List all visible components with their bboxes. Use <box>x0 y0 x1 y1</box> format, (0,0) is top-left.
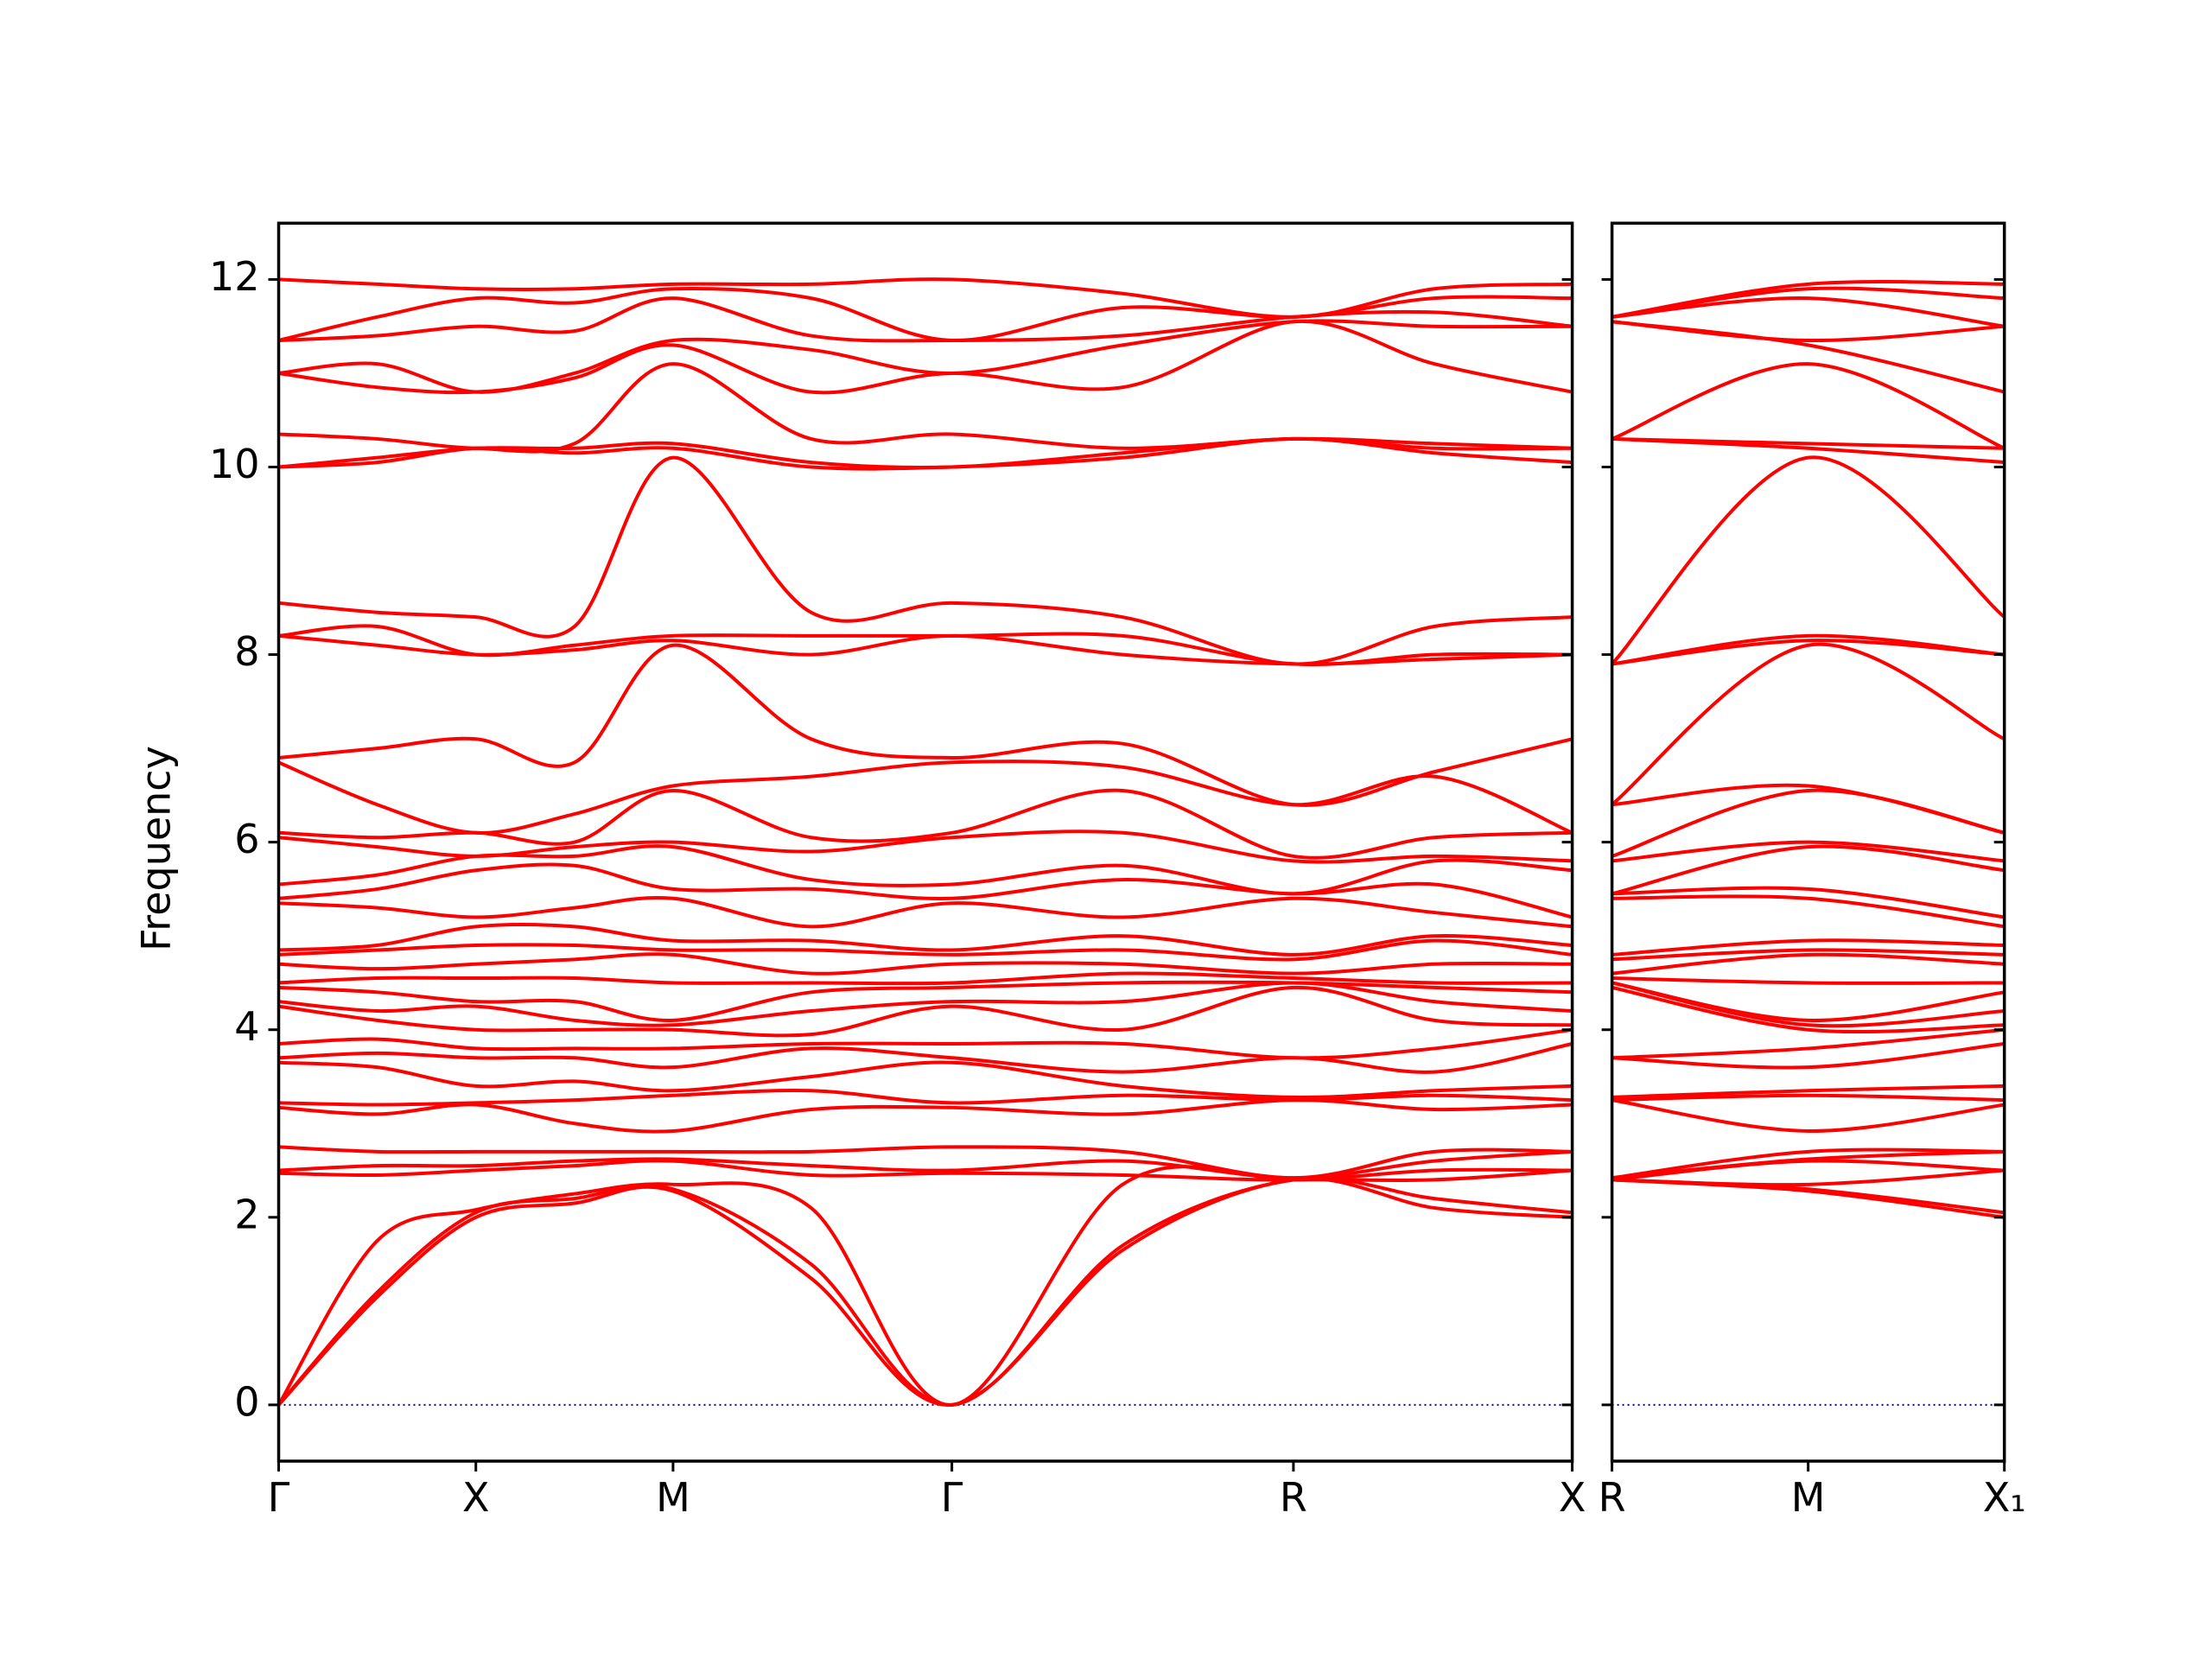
band-line <box>1611 1147 2005 1180</box>
y-tick-label: 0 <box>234 1378 259 1425</box>
y-tick-label: 10 <box>209 441 260 487</box>
band-line <box>278 938 1573 962</box>
band-line <box>1611 1042 2005 1070</box>
band-line <box>1611 1084 2005 1099</box>
y-tick-label: 8 <box>234 628 259 675</box>
band-line <box>1611 938 2005 957</box>
band-line <box>1611 1093 2005 1103</box>
band-line <box>1611 1168 2005 1187</box>
band-line <box>278 922 1573 957</box>
band-line <box>278 643 1573 807</box>
band-line <box>1611 362 2005 450</box>
band-line <box>1611 840 2005 863</box>
y-tick-label: 4 <box>234 1003 259 1050</box>
y-tick-label: 6 <box>234 816 259 862</box>
band-line <box>1611 633 2005 666</box>
x-tick-label: X <box>462 1474 490 1521</box>
x-tick-label: R <box>1280 1474 1307 1521</box>
band-line <box>278 362 1573 454</box>
band-line <box>1611 894 2005 929</box>
x-tick-label: M <box>656 1474 690 1521</box>
band-line <box>1611 844 2005 896</box>
band-line <box>278 319 1573 394</box>
band-line <box>278 896 1573 929</box>
x-tick-label: M <box>1791 1474 1826 1521</box>
band-line <box>277 760 1573 835</box>
band-line <box>1611 296 2005 328</box>
x-tick-label: X₁ <box>1983 1474 2026 1521</box>
x-tick-label: X <box>1559 1474 1586 1521</box>
band-line <box>278 981 1573 1027</box>
band-line <box>1611 783 2005 835</box>
band-line <box>278 985 1573 1038</box>
band-line <box>278 277 1573 319</box>
band-line <box>1611 976 2005 985</box>
band-line <box>1611 948 2005 962</box>
x-tick-label: R <box>1599 1474 1626 1521</box>
band-line <box>278 952 1573 976</box>
band-line <box>1611 1098 2005 1133</box>
band-line <box>278 1042 1573 1074</box>
y-axis-label: Frequency <box>133 746 180 951</box>
band-line <box>278 862 1573 919</box>
band-line <box>1611 642 2005 806</box>
band-line <box>1611 280 2005 319</box>
band-line <box>278 624 1573 667</box>
band-line <box>278 1145 1573 1180</box>
band-line <box>278 1089 1573 1107</box>
band-line <box>278 1060 1573 1099</box>
band-line <box>1611 886 2005 919</box>
band-line <box>1611 1149 2005 1180</box>
band-line <box>1611 981 2005 1022</box>
x-tick-label: Γ <box>941 1474 963 1521</box>
band-line <box>278 1159 1573 1182</box>
band-line <box>278 455 1573 666</box>
band-line <box>278 1027 1573 1060</box>
band-line <box>1611 985 2005 1034</box>
band-line <box>1611 320 2005 342</box>
band-line <box>278 1149 1573 1180</box>
band-line <box>1611 1027 2005 1060</box>
band-line <box>278 830 1573 864</box>
band-line <box>1611 436 2005 450</box>
x-tick-label: Γ <box>268 1474 290 1521</box>
band-line <box>278 971 1573 986</box>
band-line <box>278 980 1573 1022</box>
y-tick-label: 2 <box>234 1191 259 1237</box>
band-line <box>1611 952 2005 976</box>
y-tick-label: 12 <box>209 253 260 300</box>
band-line <box>1611 455 2005 665</box>
